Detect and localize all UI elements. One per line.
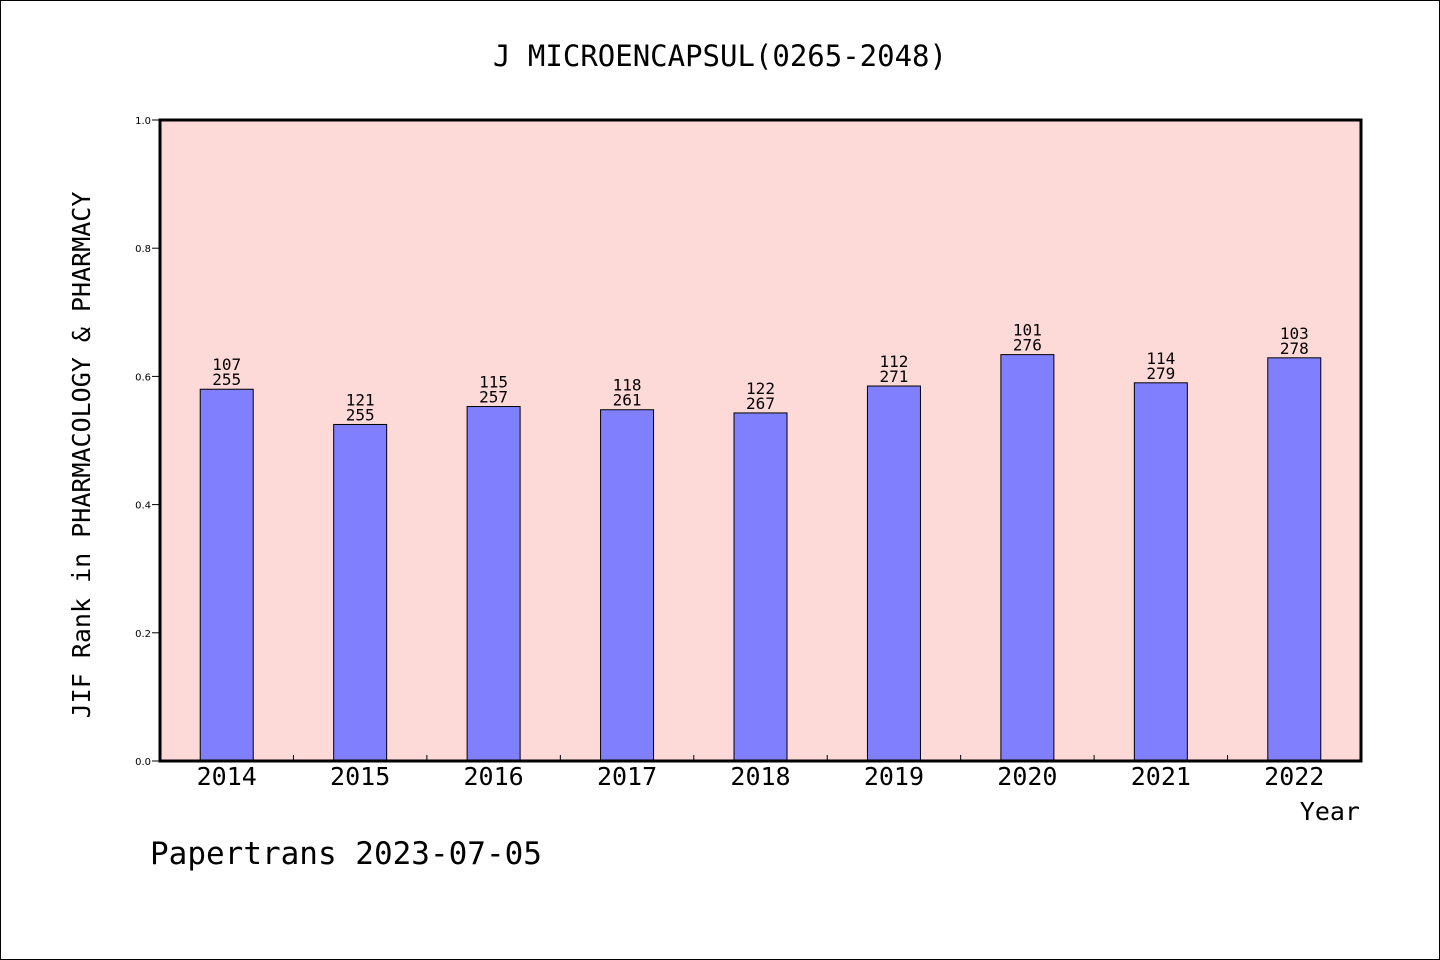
bar-2015: [333, 423, 388, 762]
bars-group: [199, 354, 1322, 762]
x-axis-title: Year: [1300, 797, 1360, 826]
bar-rank-label: 112: [879, 352, 908, 371]
bar-2019: [866, 385, 921, 762]
y-tick-label: 0.2: [135, 629, 151, 640]
y-axis: 0.0 0.2 0.4 0.6 0.8 1.0: [135, 116, 160, 768]
plot-frame: [158, 118, 1363, 763]
x-tick-label: 2020: [997, 762, 1057, 791]
bar-rank-label: 103: [1280, 324, 1309, 343]
bar-total-label: 267: [746, 394, 775, 413]
y-tick-label: 0.6: [135, 372, 151, 383]
y-tick-label: 0.0: [135, 757, 151, 768]
bar-rank-label: 118: [613, 376, 642, 395]
bar-2017: [600, 409, 655, 762]
x-tick-label: 2016: [464, 762, 524, 791]
y-tick-label: 1.0: [135, 116, 151, 127]
bar-rank-label: 101: [1013, 321, 1042, 340]
bar-2020: [1000, 354, 1055, 762]
x-tick-label: 2019: [864, 762, 924, 791]
bar-total-label: 255: [346, 405, 375, 424]
bar-rank-label: 121: [346, 390, 375, 409]
x-tick-label: 2014: [197, 762, 257, 791]
bar-total-label: 255: [212, 370, 241, 389]
x-tick-label: 2018: [730, 762, 790, 791]
bar-total-label: 257: [479, 388, 508, 407]
y-axis-title: JIF Rank in PHARMACOLOGY & PHARMACY: [67, 192, 96, 719]
x-tick-label: 2017: [597, 762, 657, 791]
bar-rank-label: 122: [746, 379, 775, 398]
bar-rank-label: 107: [212, 355, 241, 374]
bar-rank-label: 114: [1146, 349, 1175, 368]
bar-2021: [1133, 382, 1188, 762]
bar-total-label: 276: [1013, 336, 1042, 355]
bar-2022: [1267, 357, 1322, 762]
bar-total-label: 271: [879, 367, 908, 386]
bar-total-label: 279: [1146, 364, 1175, 383]
footer-text: Papertrans 2023-07-05: [150, 836, 542, 872]
y-tick-label: 0.8: [135, 244, 151, 255]
bar-2018: [733, 412, 788, 762]
bar-total-label: 278: [1280, 339, 1309, 358]
bar-2016: [466, 406, 521, 762]
bar-labels-group: 1072551212551152571182611222671122711012…: [212, 321, 1308, 425]
bar-2014: [199, 388, 254, 762]
x-axis: 2014 2015 2016 2017 2018 2019 2020 2021 2022: [197, 755, 1324, 791]
y-tick-label: 0.4: [135, 501, 151, 512]
chart-title: J MICROENCAPSUL(0265-2048): [493, 39, 947, 73]
bar-total-label: 261: [613, 391, 642, 410]
bar-rank-label: 115: [479, 373, 508, 392]
x-tick-label: 2022: [1264, 762, 1324, 791]
x-tick-label: 2015: [330, 762, 390, 791]
x-tick-label: 2021: [1131, 762, 1191, 791]
